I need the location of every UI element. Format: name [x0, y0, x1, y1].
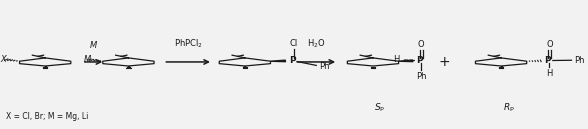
- Polygon shape: [270, 60, 286, 62]
- Text: $S$$_\mathrm{P}$: $S$$_\mathrm{P}$: [374, 102, 386, 114]
- Text: X: X: [1, 55, 6, 64]
- Text: Ph: Ph: [416, 72, 426, 81]
- Text: H$_2$O: H$_2$O: [307, 38, 325, 50]
- Text: P: P: [544, 56, 551, 65]
- Text: O: O: [546, 40, 553, 49]
- Text: O: O: [418, 40, 425, 49]
- Text: $R$$_\mathrm{P}$: $R$$_\mathrm{P}$: [503, 102, 514, 114]
- Text: P: P: [416, 56, 423, 65]
- Text: X = Cl, Br; M = Mg, Li: X = Cl, Br; M = Mg, Li: [6, 112, 89, 121]
- Text: Cl: Cl: [289, 39, 298, 48]
- Polygon shape: [399, 60, 413, 62]
- Text: +: +: [439, 55, 450, 69]
- Text: P: P: [289, 57, 296, 65]
- Text: PhPCl$_2$: PhPCl$_2$: [173, 38, 202, 50]
- Text: Ph: Ph: [574, 56, 585, 65]
- Text: M: M: [84, 55, 91, 64]
- Text: H: H: [546, 68, 553, 78]
- Text: M: M: [90, 41, 97, 50]
- Text: Ph: Ph: [319, 62, 330, 71]
- Text: H: H: [393, 55, 400, 64]
